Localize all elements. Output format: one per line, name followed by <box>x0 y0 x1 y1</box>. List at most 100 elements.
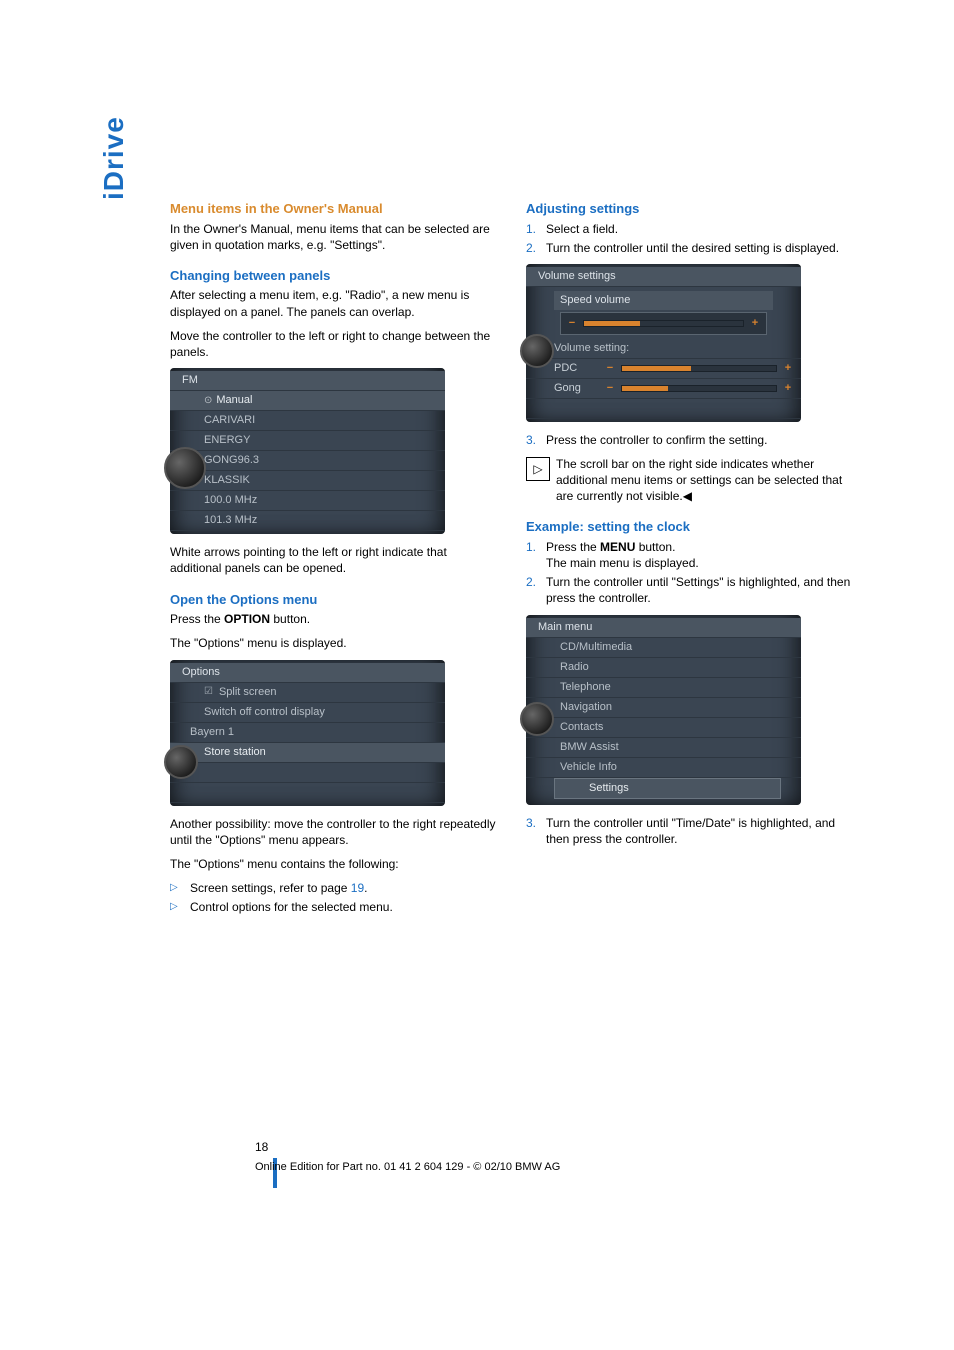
list-item: 2.Turn the controller until "Settings" i… <box>526 574 854 606</box>
section-adjusting-settings: Adjusting settings 1.Select a field. 2.T… <box>526 200 854 504</box>
paragraph: Another possibility: move the controller… <box>170 816 498 848</box>
section-label: iDrive <box>95 116 133 200</box>
list-item: CARIVARI <box>170 411 445 431</box>
panel-header: FM <box>170 371 445 391</box>
text: button. <box>270 612 310 626</box>
content-columns: Menu items in the Owner's Manual In the … <box>170 200 854 929</box>
controller-knob-icon <box>520 702 554 736</box>
heading: Menu items in the Owner's Manual <box>170 200 498 218</box>
text: Turn the controller until "Time/Date" is… <box>546 815 854 847</box>
list-item: ▷ Screen settings, refer to page 19. <box>170 880 498 896</box>
slider-track <box>621 385 777 392</box>
paragraph: The "Options" menu is displayed. <box>170 635 498 651</box>
controller-knob-icon <box>164 447 206 489</box>
screenshot-main-menu: Main menu CD/Multimedia Radio Telephone … <box>526 615 854 805</box>
text: Press the MENU button. The main menu is … <box>546 539 854 571</box>
paragraph: Press the OPTION button. <box>170 611 498 627</box>
list-item <box>170 763 445 783</box>
controller-knob-icon <box>164 745 198 779</box>
list-item: Telephone <box>526 678 801 698</box>
slider-row: Gong − + <box>526 379 801 399</box>
note-text: The scroll bar on the right side indicat… <box>556 456 854 505</box>
heading: Open the Options menu <box>170 591 498 609</box>
text: Turn the controller until "Settings" is … <box>546 574 854 606</box>
list-item: 100.0 MHz <box>170 491 445 511</box>
step-number: 2. <box>526 574 546 606</box>
list-item: 101.3 MHz <box>170 511 445 531</box>
list-item: CD/Multimedia <box>526 638 801 658</box>
list-item: Radio <box>526 658 801 678</box>
paragraph: White arrows pointing to the left or rig… <box>170 544 498 576</box>
list-item: 1. Press the MENU button. The main menu … <box>526 539 854 571</box>
list-item: KLASSIK <box>170 471 445 491</box>
section-example-clock: Example: setting the clock 1. Press the … <box>526 518 854 847</box>
list-item: Vehicle Info <box>526 758 801 778</box>
list-item: ENERGY <box>170 431 445 451</box>
list-item: 2.Turn the controller until the desired … <box>526 240 854 256</box>
slider-track <box>583 320 744 327</box>
step-number: 3. <box>526 432 546 448</box>
heading: Example: setting the clock <box>526 518 854 536</box>
plus-icon: + <box>783 381 793 396</box>
step-number: 2. <box>526 240 546 256</box>
screenshot-volume-settings: Volume settings Speed volume − + <box>526 264 854 422</box>
note-triangle-icon: ▷ <box>526 457 550 481</box>
minus-icon: − <box>605 381 615 396</box>
panel-header: Options <box>170 663 445 683</box>
list-item: Contacts <box>526 718 801 738</box>
step-number: 3. <box>526 815 546 847</box>
list-item: 3.Turn the controller until "Time/Date" … <box>526 815 854 847</box>
right-column: Adjusting settings 1.Select a field. 2.T… <box>526 200 854 929</box>
sub-panel: Speed volume − + <box>526 287 801 339</box>
list-item: Switch off control display <box>170 703 445 723</box>
step-number: 1. <box>526 539 546 571</box>
text: . <box>364 881 367 895</box>
text: Press the <box>170 612 224 626</box>
paragraph: The "Options" menu contains the followin… <box>170 856 498 872</box>
slider-highlighted: − + <box>560 312 767 335</box>
numbered-list: 3.Turn the controller until "Time/Date" … <box>526 815 854 847</box>
text: Turn the controller until the desired se… <box>546 240 854 256</box>
list-item: Manual <box>170 391 445 411</box>
list-item-selected: Settings <box>554 778 781 799</box>
screenshot-options-panel: Options Split screen Switch off control … <box>170 660 498 806</box>
text: Press the controller to confirm the sett… <box>546 432 854 448</box>
list-item: 3.Press the controller to confirm the se… <box>526 432 854 448</box>
button-name: OPTION <box>224 612 270 626</box>
list-item <box>526 399 801 419</box>
text: The main menu is displayed. <box>546 556 699 570</box>
text: Select a field. <box>546 221 854 237</box>
screenshot-fm-panel: FM Manual CARIVARI ENERGY GONG96.3 KLASS… <box>170 368 498 534</box>
text: Press the <box>546 540 600 554</box>
step-number: 1. <box>526 221 546 237</box>
list-item: BMW Assist <box>526 738 801 758</box>
button-name: MENU <box>600 540 635 554</box>
text: Screen settings, refer to page <box>190 881 351 895</box>
slider-fill <box>622 366 691 371</box>
plus-icon: + <box>750 316 760 331</box>
numbered-list: 1.Select a field. 2.Turn the controller … <box>526 221 854 256</box>
list-item: Split screen <box>170 683 445 703</box>
bullet-list: ▷ Screen settings, refer to page 19. ▷ C… <box>170 880 498 915</box>
list-item: GONG96.3 <box>170 451 445 471</box>
slider-row: PDC − + <box>526 359 801 379</box>
paragraph: Move the controller to the left or right… <box>170 328 498 360</box>
minus-icon: − <box>605 361 615 376</box>
heading: Changing between panels <box>170 267 498 285</box>
slider-label: PDC <box>554 361 599 376</box>
panel-header: Volume settings <box>526 267 801 287</box>
section-options-menu: Open the Options menu Press the OPTION b… <box>170 591 498 916</box>
list-item: Bayern 1 <box>170 723 445 743</box>
list-item: 1.Select a field. <box>526 221 854 237</box>
plus-icon: + <box>783 361 793 376</box>
slider-label: Gong <box>554 381 599 396</box>
footer-text: Online Edition for Part no. 01 41 2 604 … <box>255 1160 560 1175</box>
panel-header: Main menu <box>526 618 801 638</box>
section-menu-items: Menu items in the Owner's Manual In the … <box>170 200 498 253</box>
text: Control options for the selected menu. <box>190 899 393 915</box>
page-link[interactable]: 19 <box>351 881 364 895</box>
sub-header: Speed volume <box>554 291 773 310</box>
slider-track <box>621 365 777 372</box>
section-changing-panels: Changing between panels After selecting … <box>170 267 498 577</box>
minus-icon: − <box>567 316 577 331</box>
